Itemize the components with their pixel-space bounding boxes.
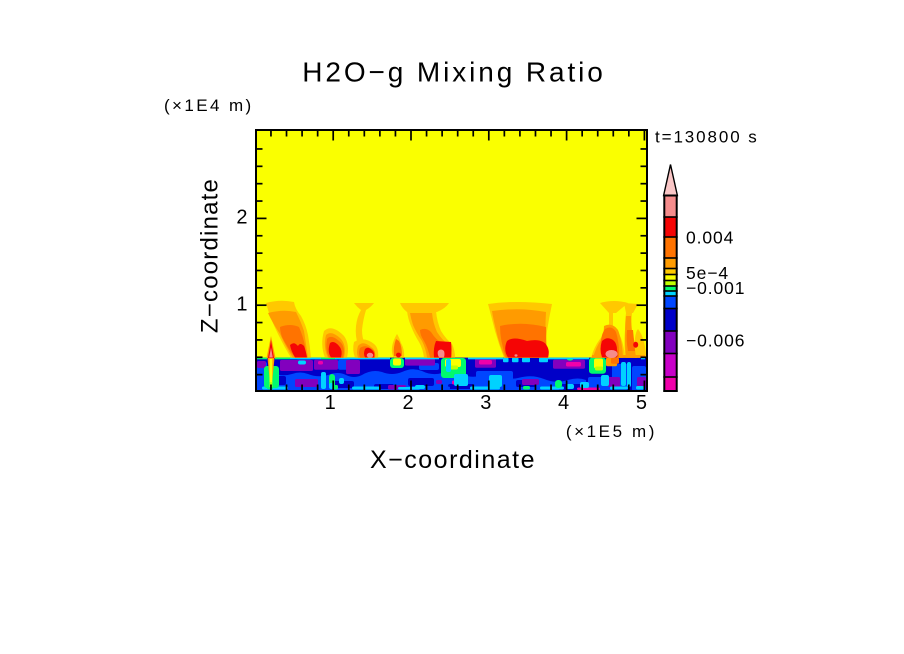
- svg-text:(×1E4 m): (×1E4 m): [164, 96, 254, 115]
- svg-text:4: 4: [558, 392, 569, 414]
- svg-text:(×1E5 m): (×1E5 m): [566, 422, 657, 441]
- svg-text:0.004: 0.004: [686, 228, 734, 248]
- svg-text:5: 5: [636, 392, 647, 414]
- svg-text:−0.006: −0.006: [686, 330, 745, 350]
- svg-text:H2O−g Mixing Ratio: H2O−g Mixing Ratio: [302, 57, 606, 88]
- svg-text:2: 2: [402, 392, 413, 414]
- svg-text:X−coordinate: X−coordinate: [370, 446, 536, 474]
- svg-text:−0.001: −0.001: [686, 278, 745, 298]
- svg-text:2: 2: [236, 207, 247, 229]
- svg-text:5e−4: 5e−4: [686, 263, 729, 283]
- svg-text:1: 1: [236, 293, 247, 315]
- svg-text:Z−coordinate: Z−coordinate: [197, 178, 224, 333]
- svg-text:3: 3: [480, 392, 491, 414]
- svg-text:t=130800 s: t=130800 s: [655, 128, 759, 147]
- svg-text:1: 1: [325, 392, 336, 414]
